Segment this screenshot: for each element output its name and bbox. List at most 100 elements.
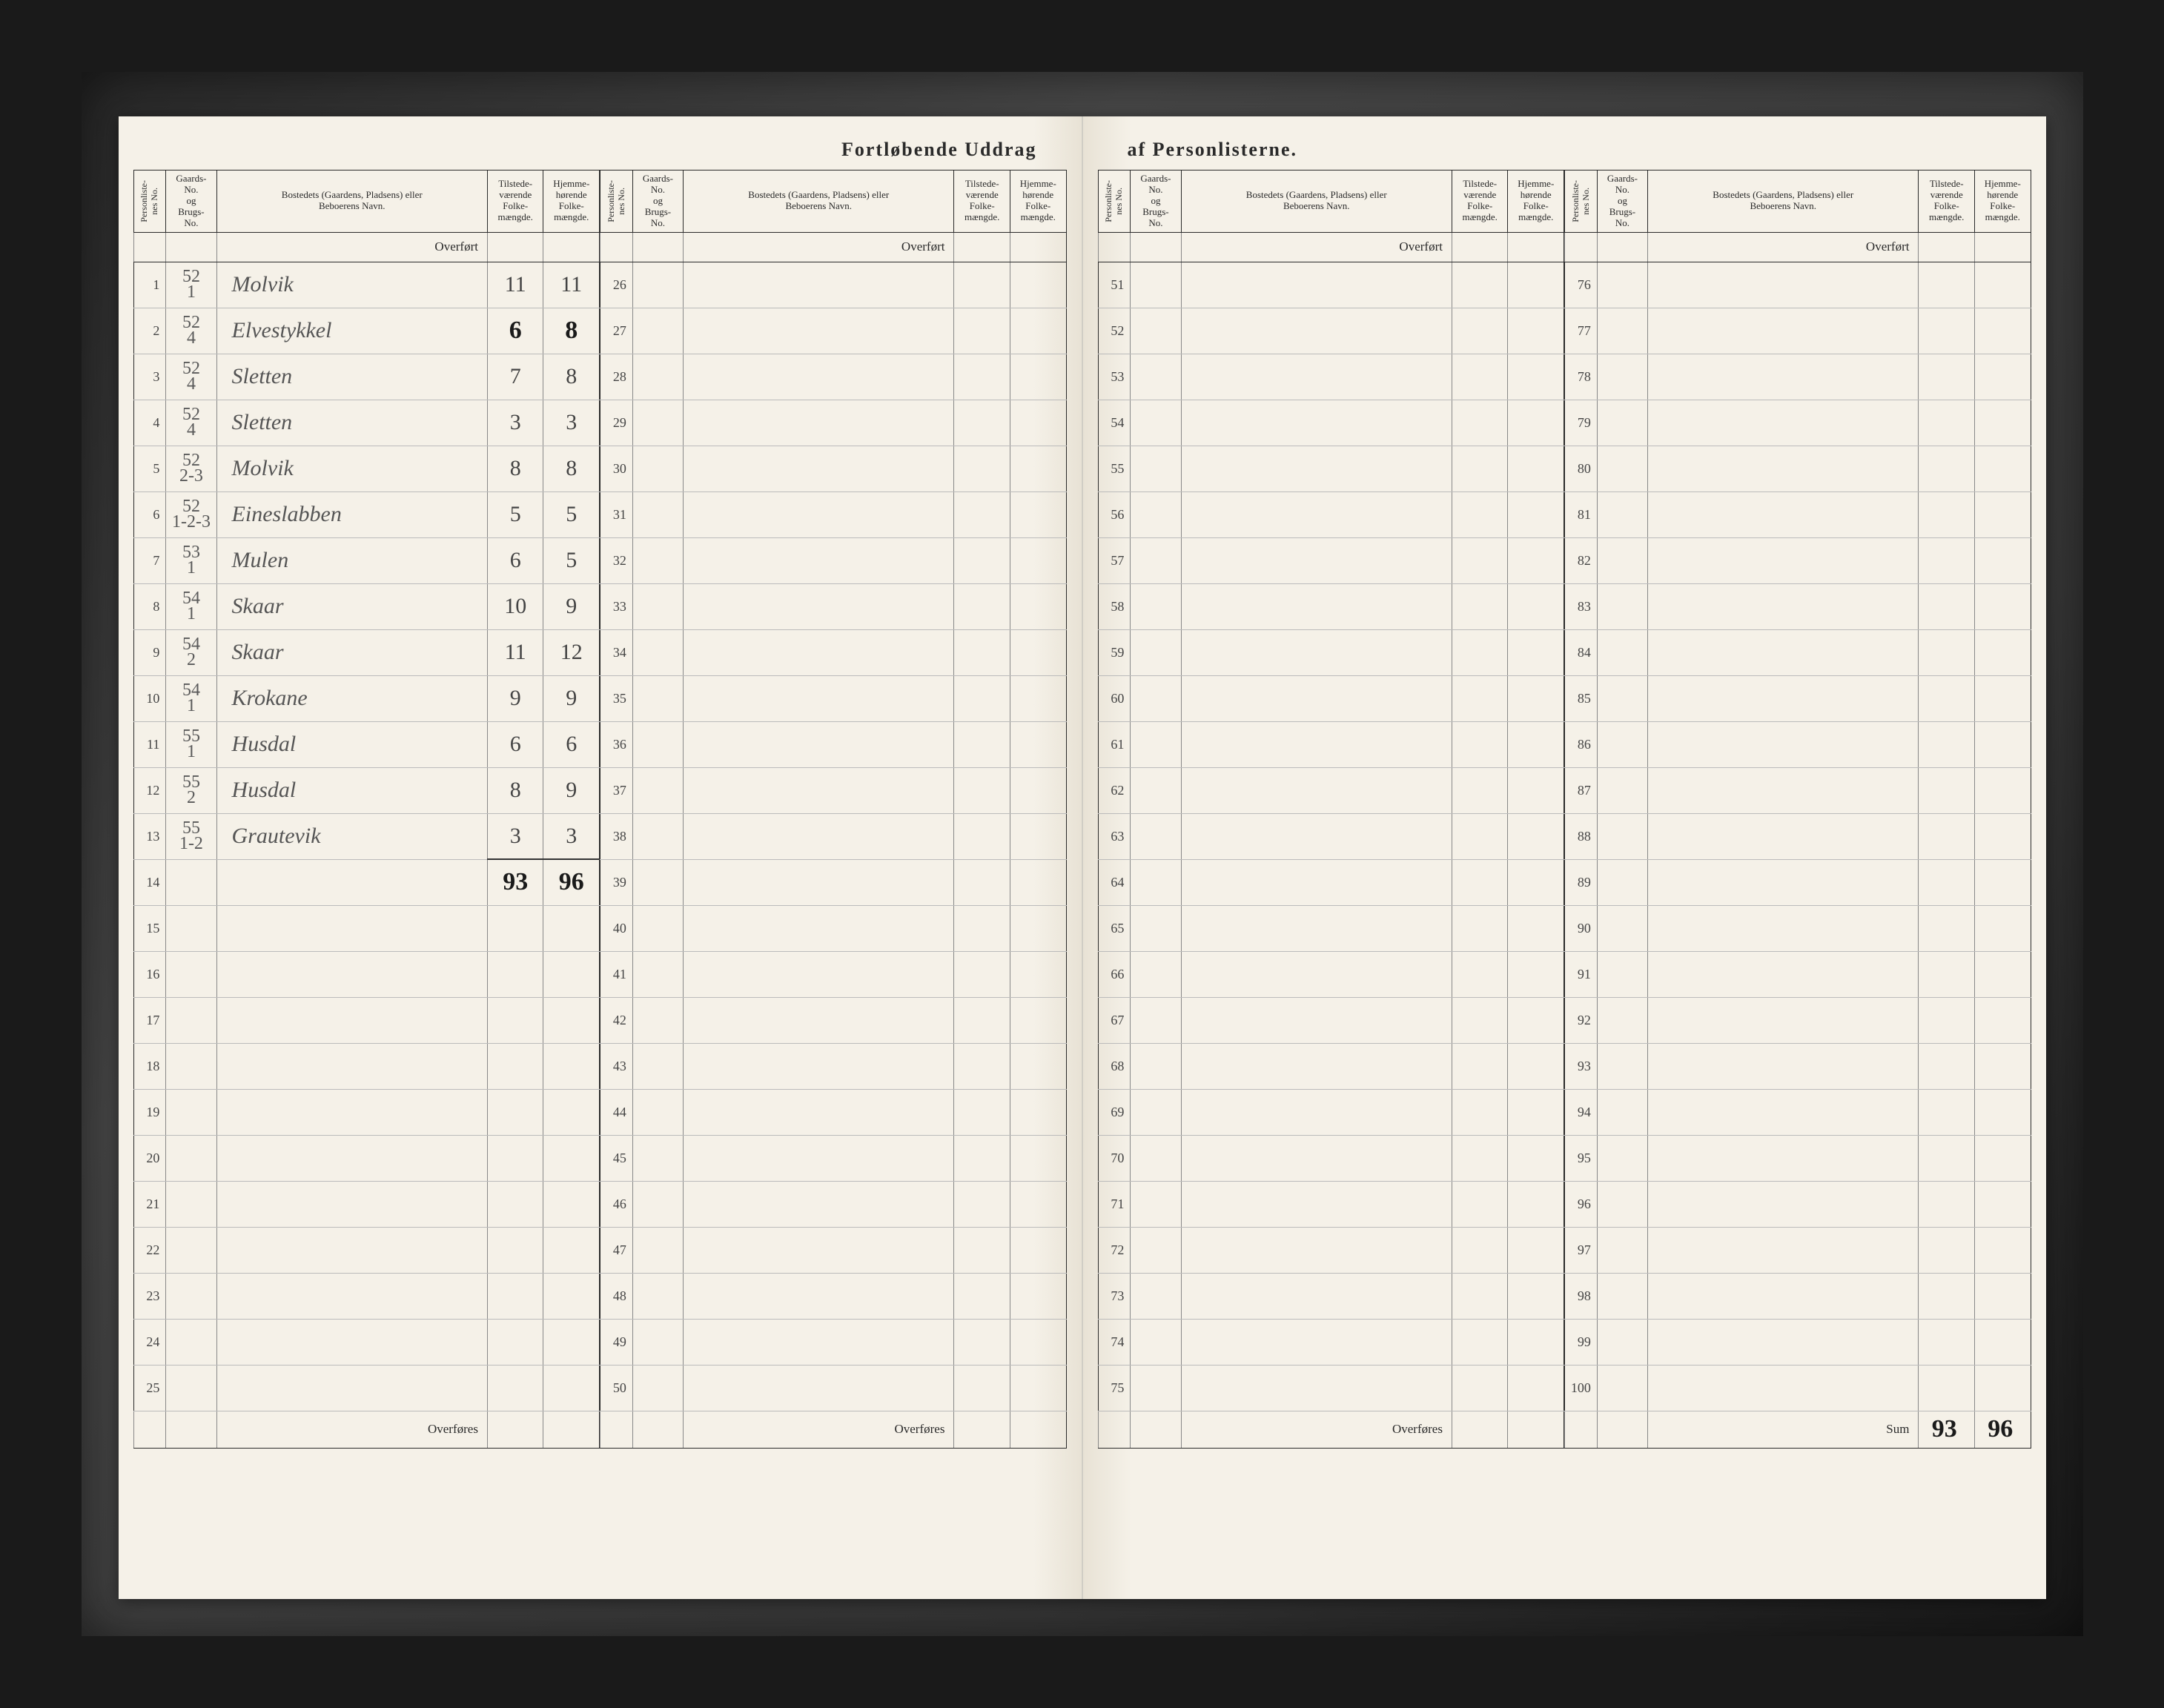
gaards-no	[632, 1227, 683, 1273]
row-number: 74	[1098, 1319, 1131, 1365]
sum-tilstede: 93	[1919, 1411, 1975, 1448]
row-number: 2	[133, 308, 166, 354]
tilstede-value	[1452, 1319, 1508, 1365]
bosted-name	[216, 1227, 487, 1273]
hjemme-value: 9	[543, 583, 600, 629]
hjemme-value	[1974, 1181, 2031, 1227]
hjemme-value	[1974, 997, 2031, 1043]
row-number: 42	[600, 997, 633, 1043]
tilstede-value	[1452, 400, 1508, 446]
row-number: 86	[1565, 721, 1598, 767]
table-row: 39	[600, 859, 1067, 905]
row-number: 66	[1098, 951, 1131, 997]
table-row: 62	[1098, 767, 1564, 813]
right-page: af Personlisterne. Personliste- nes No. …	[1083, 116, 2046, 1599]
table-row: 86	[1565, 721, 2031, 767]
bosted-name	[684, 1273, 954, 1319]
tilstede-value	[1919, 583, 1975, 629]
row-number: 12	[133, 767, 166, 813]
row-number: 63	[1098, 813, 1131, 859]
tilstede-value	[1452, 308, 1508, 354]
hjemme-value	[1508, 1089, 1564, 1135]
bosted-name	[1648, 354, 1919, 400]
table-row: 98	[1565, 1273, 2031, 1319]
hjemme-value	[1010, 1043, 1066, 1089]
hjemme-value	[1010, 767, 1066, 813]
row-number: 98	[1565, 1273, 1598, 1319]
gaards-no	[1131, 1089, 1181, 1135]
table-row: 91	[1565, 951, 2031, 997]
gaards-no	[1131, 537, 1181, 583]
tilstede-value: 10	[487, 583, 543, 629]
table-row: 30	[600, 446, 1067, 491]
bosted-name	[1181, 767, 1452, 813]
table-row: 88	[1565, 813, 2031, 859]
tilstede-value	[1452, 629, 1508, 675]
bosted-name	[216, 1273, 487, 1319]
hjemme-value	[1508, 583, 1564, 629]
bosted-name	[1181, 675, 1452, 721]
gaards-no	[1131, 583, 1181, 629]
bosted-name: Mulen	[216, 537, 487, 583]
ledger-book: Fortløbende Uddrag Personliste- nes No. …	[119, 116, 2046, 1599]
table-row: 35	[600, 675, 1067, 721]
table-row: 68	[1098, 1043, 1564, 1089]
table-row: 58	[1098, 583, 1564, 629]
gaards-no	[1131, 675, 1181, 721]
row-number: 77	[1565, 308, 1598, 354]
hjemme-value	[1974, 1365, 2031, 1411]
row-number: 55	[1098, 446, 1131, 491]
gaards-no	[1597, 1181, 1647, 1227]
gaards-no	[1131, 354, 1181, 400]
hjemme-value	[1508, 813, 1564, 859]
row-number: 90	[1565, 905, 1598, 951]
table-row: 82	[1565, 537, 2031, 583]
bosted-name	[684, 905, 954, 951]
table-row: 54	[1098, 400, 1564, 446]
bosted-name	[684, 813, 954, 859]
hjemme-value	[1010, 262, 1066, 308]
table-row: 60	[1098, 675, 1564, 721]
col-header-bosted: Bostedets (Gaardens, Pladsens) ellerBebo…	[1181, 171, 1452, 233]
row-number: 62	[1098, 767, 1131, 813]
hjemme-value	[543, 905, 600, 951]
table-row: 74	[1098, 1319, 1564, 1365]
sum-hjemme: 96	[1974, 1411, 2031, 1448]
table-row: 63	[1098, 813, 1564, 859]
bosted-name	[1648, 537, 1919, 583]
tilstede-value	[1452, 675, 1508, 721]
hjemme-value	[1508, 262, 1564, 308]
bosted-name	[1648, 583, 1919, 629]
row-number: 65	[1098, 905, 1131, 951]
gaards-no	[1131, 1273, 1181, 1319]
hjemme-value	[1974, 1273, 2031, 1319]
col-header-personliste: Personliste- nes No.	[1098, 171, 1131, 233]
bosted-name	[1648, 813, 1919, 859]
table-row: 46	[600, 1181, 1067, 1227]
row-number: 21	[133, 1181, 166, 1227]
bosted-name	[1181, 262, 1452, 308]
table-row: 67	[1098, 997, 1564, 1043]
row-number: 7	[133, 537, 166, 583]
gaards-no	[1597, 905, 1647, 951]
bosted-name	[1648, 446, 1919, 491]
table-row: 72	[1098, 1227, 1564, 1273]
bosted-name: Husdal	[216, 767, 487, 813]
hjemme-value	[1010, 859, 1066, 905]
table-row: 43	[600, 1043, 1067, 1089]
ledger-block: Personliste- nes No. Gaards-No.ogBrugs-N…	[1564, 170, 2031, 1449]
tilstede-value	[1452, 859, 1508, 905]
bosted-name	[684, 997, 954, 1043]
table-row: 66	[1098, 951, 1564, 997]
hjemme-value	[1508, 1273, 1564, 1319]
bosted-name	[216, 1043, 487, 1089]
bosted-name	[1648, 1181, 1919, 1227]
tilstede-value: 6	[487, 721, 543, 767]
table-row: 84	[1565, 629, 2031, 675]
overfort-row: Overført	[1098, 232, 1564, 262]
bosted-name	[1648, 1227, 1919, 1273]
bosted-name	[1648, 721, 1919, 767]
tilstede-value	[1919, 951, 1975, 997]
tilstede-value	[1452, 905, 1508, 951]
tilstede-value: 11	[487, 629, 543, 675]
